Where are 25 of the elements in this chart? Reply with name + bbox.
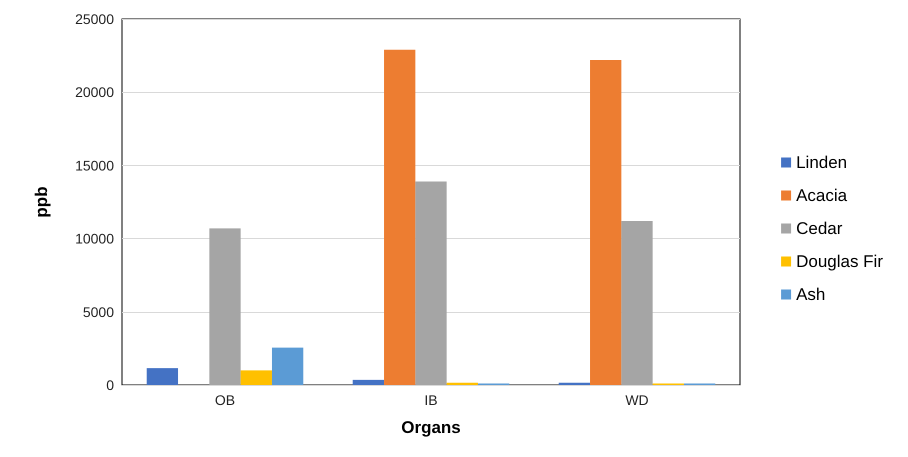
legend-label: Cedar (796, 219, 843, 238)
bar (209, 228, 241, 385)
y-axis-title: ppb (32, 186, 51, 218)
bar (415, 182, 447, 385)
bar (590, 60, 622, 385)
legend-label: Ash (796, 285, 826, 304)
y-tick-label: 5000 (82, 304, 114, 320)
bar (352, 380, 384, 385)
x-axis-title: Organs (401, 418, 461, 437)
bar (384, 50, 416, 385)
bar (621, 221, 653, 385)
legend-label: Acacia (796, 186, 848, 205)
y-tick-label: 15000 (75, 157, 114, 174)
y-tick-label: 20000 (75, 84, 114, 100)
bar (240, 370, 272, 385)
x-tick-label: IB (424, 392, 438, 408)
x-tick-label: OB (214, 392, 236, 408)
bar (146, 368, 178, 385)
y-tick-label: 25000 (75, 11, 114, 27)
y-tick-label: 10000 (75, 230, 114, 247)
legend-label: Linden (796, 153, 848, 172)
bar (272, 348, 304, 385)
legend-label: Douglas Fir (796, 252, 884, 271)
x-tick-label: WD (625, 392, 649, 408)
y-tick-label: 0 (106, 377, 114, 393)
